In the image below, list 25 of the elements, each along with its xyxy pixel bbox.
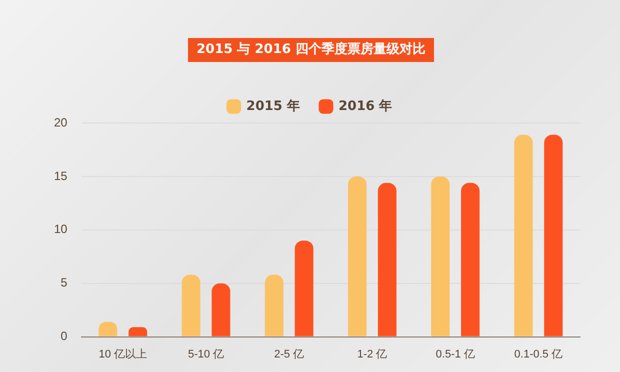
bar [461,182,480,336]
y-tick-label: 10 [54,222,68,236]
y-tick-label: 5 [60,276,68,290]
chart-title: 2015 与 2016 四个季度票房量级对比 [188,38,434,62]
bar [212,283,230,336]
y-tick-label: 15 [54,168,68,183]
x-tick-label: 2-5 亿 [274,348,304,360]
x-tick-label: 0.1-0.5 亿 [514,348,563,360]
bar [128,327,148,336]
bar [378,182,396,336]
y-tick-label: 0 [60,329,68,344]
bar [514,134,533,336]
bar [294,240,314,336]
bar [348,176,367,336]
x-tick-label: 5-10 亿 [188,348,224,360]
bar [431,176,450,336]
y-tick-label: 20 [54,115,68,130]
legend-label: 2016 年 [338,98,392,114]
bar [264,274,284,336]
legend-label: 2015 年 [246,98,300,114]
x-tick-label: 0.5-1 亿 [436,348,475,360]
bar [182,274,200,336]
bar [544,134,563,336]
x-tick-label: 1-2 亿 [357,348,388,360]
x-tick-label: 10 亿以上 [98,347,148,360]
